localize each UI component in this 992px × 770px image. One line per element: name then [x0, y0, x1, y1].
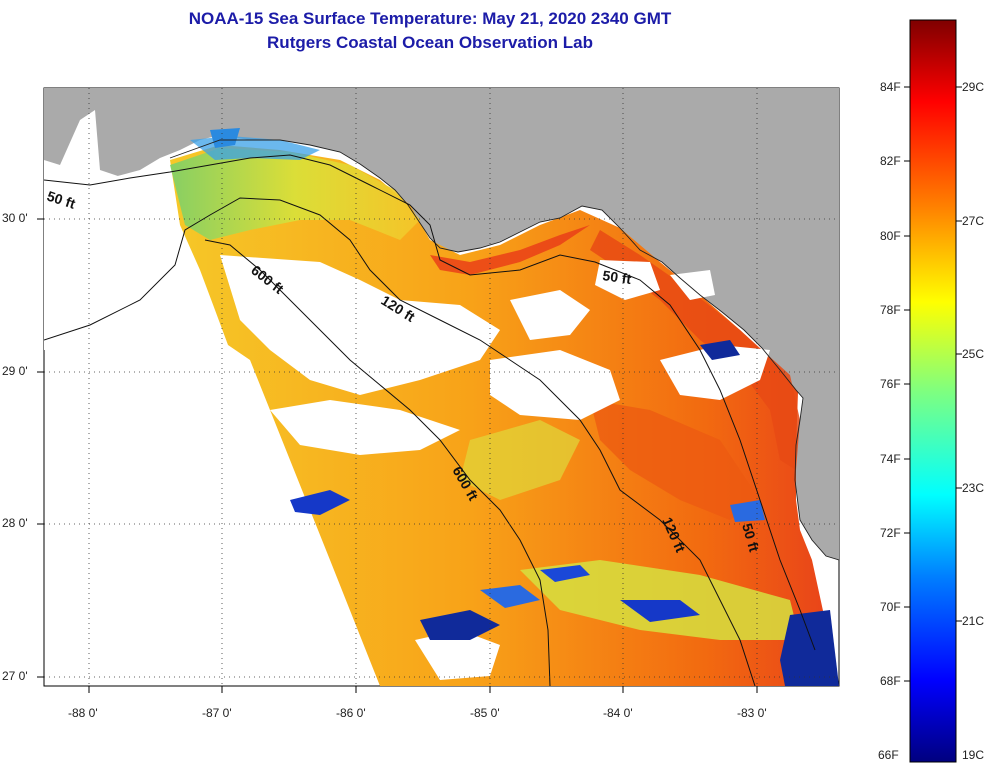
cloud-patch-7 — [670, 270, 715, 300]
warm-central-band — [590, 400, 760, 520]
lat-label-27: 27 0' — [2, 669, 28, 683]
map-title: NOAA-15 Sea Surface Temperature: May 21,… — [188, 9, 672, 28]
colorbar-c-19: 19C — [962, 748, 985, 762]
contour-label-50ft-south: 50 ft — [739, 521, 762, 553]
lat-label-30: 30 0' — [2, 211, 28, 225]
cloud-patch-8 — [595, 260, 660, 300]
colorbar-f-70: 70F — [880, 600, 901, 614]
colorbar-c-21: 21C — [962, 614, 985, 628]
lon-label-88: -88 0' — [68, 706, 98, 720]
colorbar-f-76: 76F — [880, 377, 901, 391]
cloud-patch-3 — [490, 350, 620, 420]
cool-nearshore-band — [170, 148, 420, 240]
colorbar-c-25: 25C — [962, 347, 985, 361]
lat-label-28: 28 0' — [2, 516, 28, 530]
nodata-left — [44, 110, 230, 350]
colorbar-f-78: 78F — [880, 303, 901, 317]
cloud-patch-2 — [270, 400, 460, 455]
cold-blue-patches — [210, 128, 839, 686]
colorbar-c-27: 27C — [962, 214, 985, 228]
colorbar-ticks — [904, 86, 962, 682]
colorbar-f-72: 72F — [880, 526, 901, 540]
cloud-patch-5 — [660, 345, 770, 400]
colorbar — [909, 19, 957, 763]
cloud-patch-4 — [510, 290, 590, 340]
lat-label-29: 29 0' — [2, 364, 28, 378]
coastline — [169, 139, 839, 561]
frame-ticks — [37, 218, 758, 693]
lon-label-85: -85 0' — [470, 706, 500, 720]
depth-contours — [44, 154, 816, 686]
warm-strip-north — [430, 225, 590, 275]
colorbar-c-29: 29C — [962, 80, 985, 94]
contour-label-50ft-north: 50 ft — [602, 267, 633, 287]
colorbar-c-23: 23C — [962, 481, 985, 495]
colorbar-f-74: 74F — [880, 452, 901, 466]
colorbar-f-68: 68F — [880, 674, 901, 688]
cloud-patch-1 — [220, 255, 500, 395]
colorbar-f-80: 80F — [880, 229, 901, 243]
lon-label-86: -86 0' — [336, 706, 366, 720]
colorbar-f-84: 84F — [880, 80, 901, 94]
colorbar-f-82: 82F — [880, 154, 901, 168]
colorbar-f-66: 66F — [878, 748, 899, 762]
cloud-patch-6 — [415, 630, 500, 680]
map-subtitle: Rutgers Coastal Ocean Observation Lab — [267, 33, 593, 52]
land-mass — [44, 88, 839, 560]
lon-label-87: -87 0' — [202, 706, 232, 720]
lon-label-83: -83 0' — [737, 706, 767, 720]
lon-label-84: -84 0' — [603, 706, 633, 720]
yellow-patch-mid — [460, 420, 580, 500]
